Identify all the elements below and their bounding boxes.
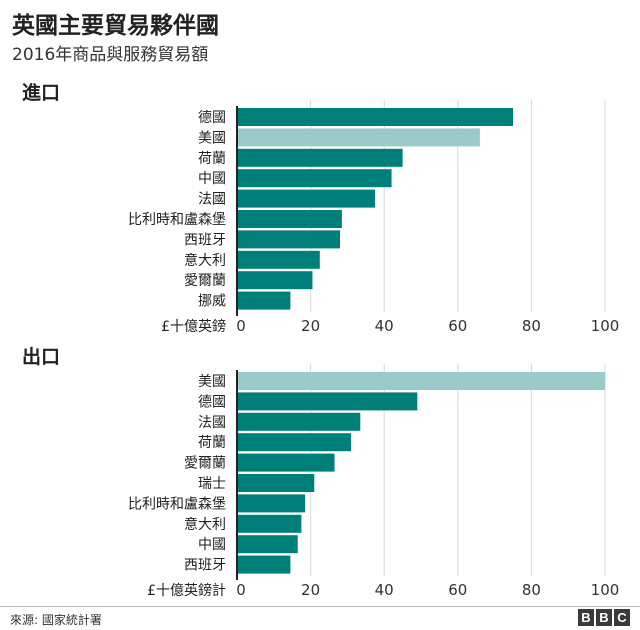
bar: [237, 433, 352, 452]
bar: [237, 250, 320, 269]
unit-label: £十億英鎊: [161, 318, 226, 335]
bar: [237, 372, 605, 390]
bar: [237, 291, 291, 310]
bar: [237, 230, 341, 249]
category-label: 比利時和盧森堡: [128, 496, 226, 512]
category-label: 西班牙: [184, 232, 226, 248]
category-label: 中國: [198, 537, 226, 553]
category-label: 比利時和盧森堡: [128, 212, 226, 228]
category-label: 美國: [198, 374, 226, 390]
tick-label: 20: [301, 581, 320, 599]
bar: [237, 108, 513, 126]
tick-label: 40: [375, 581, 394, 599]
tick-label: 60: [448, 581, 467, 599]
tick-label: 0: [236, 317, 246, 335]
bar: [237, 453, 335, 472]
category-label: 德國: [198, 394, 226, 410]
tick-label: 20: [301, 317, 320, 335]
chart-subtitle: 2016年商品與服務貿易額: [12, 45, 209, 65]
tick-label: 80: [522, 317, 541, 335]
category-label: 中國: [198, 171, 226, 187]
category-label: 美國: [198, 130, 226, 146]
bar: [237, 412, 361, 431]
bar: [237, 189, 375, 208]
bar: [237, 474, 315, 492]
category-label: 法國: [198, 192, 226, 208]
chart-title: 英國主要貿易夥伴國: [12, 13, 219, 39]
category-label: 愛爾蘭: [184, 456, 226, 472]
tick-label: 80: [522, 581, 541, 599]
category-label: 荷蘭: [198, 151, 226, 167]
category-label: 法國: [198, 415, 226, 431]
tick-label: 40: [375, 317, 394, 335]
category-label: 愛爾蘭: [184, 273, 226, 289]
tick-label: 100: [591, 581, 620, 599]
category-label: 荷蘭: [198, 435, 226, 451]
bar: [237, 271, 313, 290]
category-label: 意大利: [184, 516, 226, 533]
imports-title: 進口: [22, 82, 61, 104]
source-note: 來源: 國家統計署: [10, 613, 102, 627]
category-label: 瑞士: [198, 476, 226, 492]
bar: [237, 392, 418, 411]
bar: [237, 128, 480, 147]
category-label: 西班牙: [184, 558, 226, 574]
bar: [237, 210, 342, 228]
bar: [237, 514, 302, 533]
exports-title: 出口: [22, 346, 61, 368]
category-label: 挪威: [198, 294, 226, 310]
category-label: 德國: [198, 110, 226, 126]
tick-label: 100: [591, 317, 620, 335]
bar: [237, 169, 392, 188]
tick-label: 0: [236, 581, 246, 599]
tick-label: 60: [448, 317, 467, 335]
category-label: 意大利: [184, 252, 226, 269]
bar: [237, 148, 403, 167]
unit-label: £十億英鎊計: [147, 582, 226, 599]
bar: [237, 555, 291, 574]
bar: [237, 494, 306, 513]
bar: [237, 535, 298, 554]
footer-divider: [0, 606, 640, 607]
